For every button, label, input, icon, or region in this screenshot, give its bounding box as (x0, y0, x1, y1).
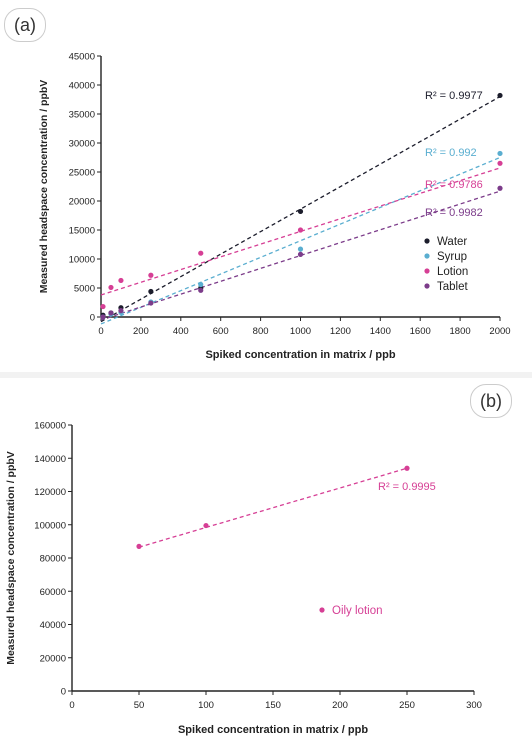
y-tick-label: 120000 (34, 487, 66, 498)
legend-marker-tablet (424, 283, 430, 289)
panel-label-b: (b) (470, 384, 512, 418)
scatter-chart-b: 0 20000 40000 60000 80000 100000 120000 140000 1… (5, 421, 482, 737)
trendline-oily-lotion (138, 467, 408, 548)
legend-label-lotion: Lotion (437, 266, 468, 278)
legend-marker-syrup (424, 253, 430, 259)
scatter-chart-a: 0500010000150002000025000300003500040000… (38, 52, 511, 362)
data-point-syrup (198, 281, 204, 288)
legend-label-tablet: Tablet (437, 281, 468, 293)
data-point-lotion (100, 303, 106, 310)
y-tick-label: 25000 (69, 168, 95, 179)
r2-label-water: R² = 0.9977 (425, 90, 483, 102)
y-tick-label: 20000 (40, 653, 66, 664)
trendline-syrup (100, 156, 501, 325)
y-tick-label: 45000 (69, 52, 95, 63)
data-point-water (148, 288, 154, 295)
y-tick-label: 30000 (69, 139, 95, 150)
y-tick-label: 35000 (69, 110, 95, 121)
x-tick-label: 250 (399, 700, 415, 711)
data-point-lotion (148, 272, 154, 278)
x-tick-label: 50 (134, 700, 145, 711)
chart-panel-b: (b) 0 20000 40000 60000 80000 100000 120000 140… (0, 378, 532, 744)
x-tick-label: 0 (69, 700, 74, 711)
data-point-tablet (118, 308, 124, 314)
legend-label-oily-lotion: Oily lotion (332, 605, 383, 617)
data-point-lotion (497, 160, 503, 166)
data-point-lotion (297, 227, 304, 233)
x-tick-label: 1400 (370, 326, 391, 337)
data-point-oily-lotion (136, 543, 142, 549)
data-point-syrup (297, 246, 304, 252)
r2-label-oily-lotion: R² = 0.9995 (378, 481, 436, 493)
x-axis-label: Spiked concentration in matrix / ppb (178, 724, 368, 736)
r2-label-syrup: R² = 0.992 (425, 147, 477, 159)
panel-label-a: (a) (4, 8, 46, 42)
x-tick-label: 1000 (290, 326, 311, 337)
y-tick-label: 40000 (40, 620, 66, 631)
x-tick-label: 2000 (489, 326, 510, 337)
data-point-tablet (198, 287, 204, 293)
y-tick-label: 60000 (40, 587, 66, 598)
legend-marker-oily-lotion (319, 607, 325, 613)
legend-marker-lotion (424, 268, 430, 274)
x-tick-label: 100 (198, 700, 214, 711)
data-point-tablet (297, 251, 304, 257)
x-axis-label: Spiked concentration in matrix / ppb (205, 349, 395, 361)
x-tick-label: 200 (332, 700, 348, 711)
chart-panel-a: (a) 0 5000 10000 15000 20000 25000 30000 35000 4… (0, 0, 532, 372)
trendline-water (100, 96, 501, 323)
x-tick-label: 300 (466, 700, 482, 711)
y-tick-label: 5000 (74, 284, 95, 295)
legend-label-water: Water (437, 236, 467, 248)
x-tick-label: 400 (173, 326, 189, 337)
y-tick-label: 0 (90, 313, 95, 324)
y-tick-label: 80000 (40, 554, 66, 565)
x-tick-label: 600 (213, 326, 229, 337)
x-tick-label: 800 (253, 326, 269, 337)
x-tick-label: 200 (133, 326, 149, 337)
r2-label-lotion: R² = 0.9786 (425, 179, 483, 191)
r2-label-tablet: R² = 0.9982 (425, 207, 483, 219)
x-tick-label: 150 (265, 700, 281, 711)
y-tick-label: 15000 (69, 226, 95, 237)
x-tick-label: 1200 (330, 326, 351, 337)
y-tick-label: 20000 (69, 197, 95, 208)
data-point-tablet (108, 310, 114, 316)
y-tick-label: 140000 (34, 454, 66, 465)
y-tick-label: 0 (61, 687, 66, 698)
y-axis-label: Measured headspace concentration / ppbV (38, 80, 50, 294)
y-tick-label: 160000 (34, 421, 66, 432)
x-tick-label: 1600 (410, 326, 431, 337)
data-point-water (297, 208, 304, 215)
x-tick-label: 1800 (450, 326, 471, 337)
data-point-oily-lotion (203, 522, 209, 529)
data-point-syrup (497, 150, 503, 157)
data-point-lotion (118, 277, 124, 284)
legend-label-syrup: Syrup (437, 251, 467, 263)
data-point-water (497, 92, 503, 99)
data-point-tablet (100, 314, 106, 320)
data-point-tablet (148, 300, 154, 306)
data-point-lotion (198, 250, 204, 256)
x-tick-label: 0 (98, 326, 103, 337)
data-point-lotion (108, 284, 114, 291)
y-tick-label: 40000 (69, 81, 95, 92)
legend-marker-water (424, 238, 430, 244)
y-tick-label: 10000 (69, 255, 95, 266)
data-point-oily-lotion (404, 465, 410, 471)
y-axis-label: Measured headspace concentration / ppbV (5, 451, 17, 665)
y-tick-label: 100000 (34, 520, 66, 531)
data-point-tablet (497, 185, 503, 191)
